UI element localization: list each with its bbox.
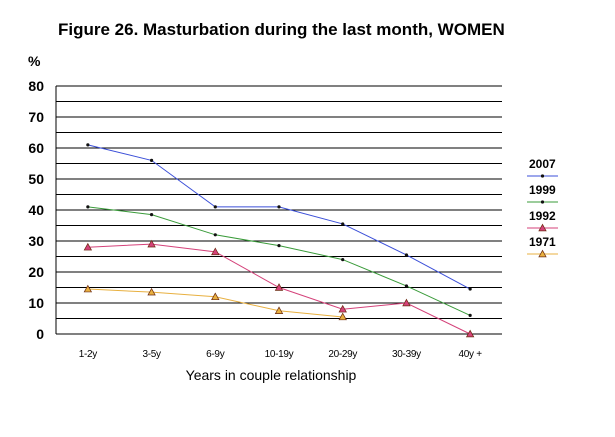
x-tick-label: 10-19y (265, 349, 294, 360)
y-tick-label: 20 (28, 264, 44, 280)
data-point (149, 213, 154, 217)
legend-label: 1992 (529, 209, 556, 223)
data-point (341, 222, 345, 226)
legend: 2007 1999 1992 1971 (527, 157, 558, 258)
data-point (211, 247, 220, 256)
y-tick-label: 60 (28, 140, 44, 156)
x-axis-label: Years in couple relationship (186, 367, 357, 383)
x-tick-label: 20-29y (328, 349, 357, 360)
y-tick-label: 30 (28, 233, 44, 249)
x-tick-label: 3-5y (142, 349, 161, 360)
data-point (465, 329, 475, 338)
y-tick-label: 10 (28, 295, 44, 311)
data-point (274, 283, 284, 291)
data-point (83, 242, 93, 251)
data-point (86, 143, 90, 147)
data-point (213, 205, 217, 209)
legend-label: 1971 (529, 235, 556, 249)
plot-area: 0 10 20 30 40 50 60 70 80 1-2y 3-5y 6-9y 10-19y 20-29… (28, 78, 502, 360)
data-point (211, 292, 220, 301)
data-point (338, 312, 347, 321)
data-point (338, 304, 347, 313)
y-tick-label: 50 (28, 171, 44, 187)
data-point (147, 287, 156, 296)
data-point (538, 249, 547, 258)
x-tick-label: 40y + (459, 349, 483, 360)
data-point (213, 233, 217, 237)
y-axis-label: % (28, 53, 41, 69)
data-point (538, 223, 547, 232)
y-tick-label: 80 (28, 78, 44, 94)
x-tick-label: 30-39y (392, 349, 421, 360)
y-tick-label: 40 (28, 202, 44, 218)
data-point (86, 205, 90, 209)
data-point (83, 284, 93, 293)
data-point (404, 253, 409, 257)
data-point (540, 200, 545, 204)
data-point (540, 174, 545, 178)
legend-label: 1999 (529, 183, 556, 197)
x-tick-label: 1-2y (79, 349, 98, 360)
series-line-1999 (87, 206, 471, 316)
data-point (468, 313, 472, 317)
data-point (274, 306, 284, 314)
data-point (341, 258, 345, 262)
data-point (277, 205, 281, 209)
data-point (149, 158, 154, 162)
y-tick-label: 0 (36, 326, 44, 342)
x-tick-label: 6-9y (206, 349, 225, 360)
data-point (404, 284, 409, 288)
chart-title: Figure 26. Masturbation during the last … (58, 20, 505, 39)
series-line-2007 (87, 144, 471, 290)
data-point (277, 244, 281, 248)
data-point (402, 298, 411, 307)
y-tick-label: 70 (28, 109, 44, 125)
legend-label: 2007 (529, 157, 556, 171)
data-point (147, 239, 156, 248)
data-point (468, 287, 472, 291)
